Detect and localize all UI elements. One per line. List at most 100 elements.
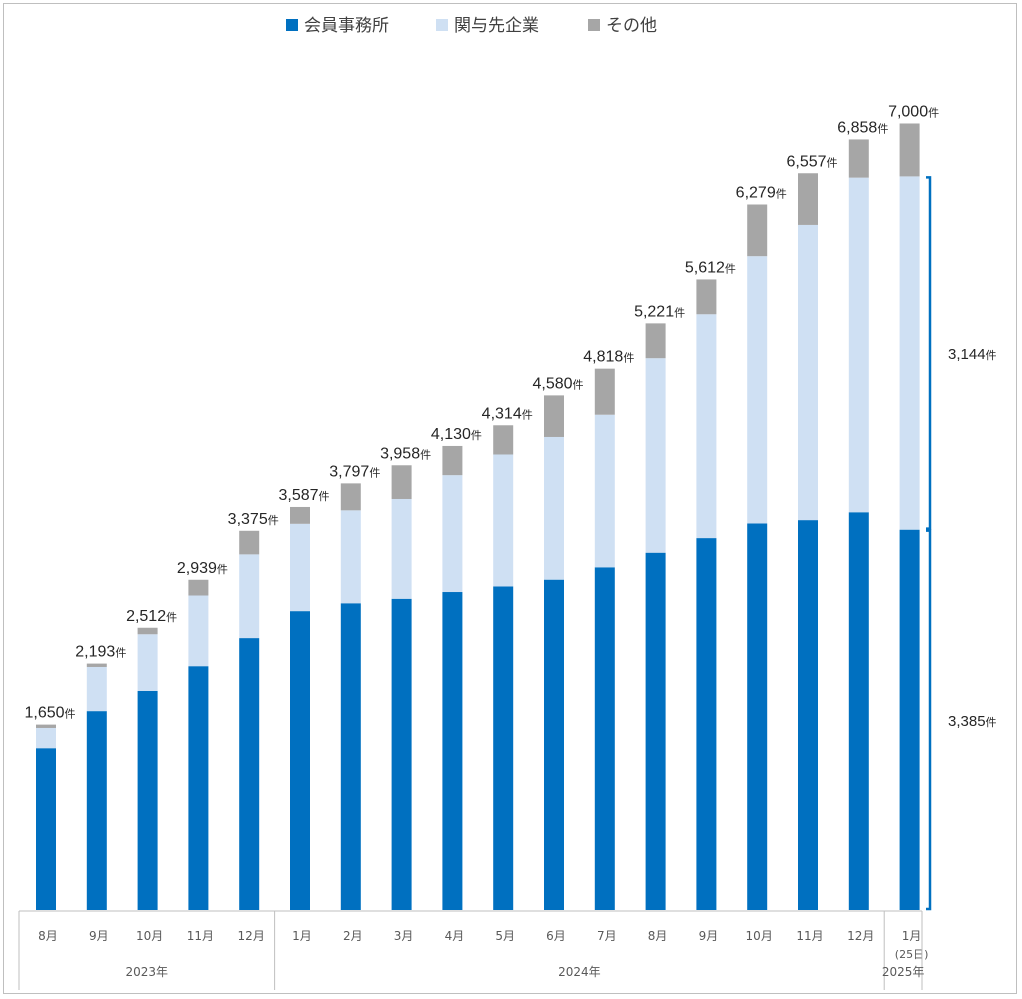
bar-segment bbox=[493, 586, 514, 910]
x-tick-label: 8月 bbox=[38, 929, 58, 943]
bar-segment bbox=[36, 724, 56, 728]
total-label: 3,797件 bbox=[329, 463, 380, 480]
total-label: 6,858件 bbox=[837, 119, 888, 136]
bar-segment bbox=[899, 529, 920, 910]
bar-segment bbox=[594, 567, 615, 910]
bracket-label: 3,144件 bbox=[948, 346, 997, 363]
bar-segment bbox=[290, 611, 310, 910]
total-label: 5,612件 bbox=[685, 259, 736, 276]
bar-segment bbox=[493, 454, 514, 587]
bar-segment bbox=[442, 445, 463, 476]
total-label: 6,557件 bbox=[786, 153, 837, 170]
legend-swatch bbox=[286, 19, 298, 31]
bar-segment bbox=[747, 204, 768, 257]
x-tick-label: 12月 bbox=[847, 929, 874, 943]
bar-segment bbox=[848, 139, 869, 178]
bar-segment bbox=[798, 520, 818, 910]
year-label: 2023年 bbox=[126, 965, 169, 979]
bar-segment bbox=[391, 465, 412, 499]
legend-swatch bbox=[588, 19, 600, 31]
bar-segment bbox=[391, 598, 412, 910]
x-tick-label: 6月 bbox=[546, 929, 566, 943]
x-tick-label: 11月 bbox=[187, 929, 214, 943]
bracket bbox=[926, 529, 932, 911]
bar-segment bbox=[493, 425, 514, 455]
bar-segment bbox=[86, 666, 107, 712]
bar-segment bbox=[899, 123, 920, 177]
legend-label: その他 bbox=[606, 16, 657, 36]
total-label: 5,221件 bbox=[634, 303, 685, 320]
bar-segment bbox=[340, 510, 361, 604]
total-label: 7,000件 bbox=[888, 103, 939, 120]
bar-segment bbox=[544, 436, 564, 580]
x-tick-label: 1月 bbox=[902, 929, 922, 943]
total-label: 2,512件 bbox=[126, 608, 177, 625]
x-tick-label: 10月 bbox=[136, 929, 163, 943]
bar-segment bbox=[747, 523, 768, 910]
bar-segment bbox=[391, 498, 412, 599]
x-tick-label: 8月 bbox=[648, 929, 668, 943]
bar-segment bbox=[848, 177, 869, 513]
bar-segment bbox=[645, 358, 666, 553]
x-tick-label: 12月 bbox=[238, 929, 265, 943]
bar-segment bbox=[798, 224, 818, 521]
bar-segment bbox=[594, 414, 615, 568]
bar-segment bbox=[798, 173, 818, 225]
bar-segment bbox=[86, 711, 107, 910]
x-tick-label: 9月 bbox=[89, 929, 109, 943]
year-label: 2025年 bbox=[882, 965, 925, 979]
bar-segment bbox=[188, 579, 209, 596]
bracket bbox=[926, 176, 932, 530]
x-tick-label: 9月 bbox=[699, 929, 719, 943]
total-label: 3,587件 bbox=[278, 487, 329, 504]
bar-segment bbox=[290, 506, 310, 524]
bar-segment bbox=[899, 176, 920, 530]
legend-swatch bbox=[436, 19, 448, 31]
total-label: 3,958件 bbox=[380, 445, 431, 462]
bar-segment bbox=[86, 663, 107, 667]
x-tick-note: (25日) bbox=[895, 948, 929, 961]
x-tick-label: 11月 bbox=[796, 929, 823, 943]
bar-segment bbox=[36, 727, 56, 749]
legend-label: 会員事務所 bbox=[304, 16, 389, 36]
bar-segment bbox=[848, 512, 869, 910]
x-tick-label: 5月 bbox=[495, 929, 515, 943]
total-label: 4,580件 bbox=[532, 375, 583, 392]
bar-segment bbox=[696, 279, 717, 315]
bar-segment bbox=[696, 538, 717, 910]
bar-segment bbox=[137, 690, 158, 910]
x-tick-label: 4月 bbox=[445, 929, 465, 943]
bar-segment bbox=[239, 530, 260, 555]
x-tick-label: 2月 bbox=[343, 929, 363, 943]
bar-segment bbox=[645, 323, 666, 359]
x-tick-label: 7月 bbox=[597, 929, 617, 943]
total-label: 4,314件 bbox=[482, 405, 533, 422]
legend-label: 関与先企業 bbox=[454, 16, 539, 36]
bar-segment bbox=[188, 666, 209, 910]
total-label: 6,279件 bbox=[736, 184, 787, 201]
bar-segment bbox=[442, 475, 463, 593]
bar-segment bbox=[594, 368, 615, 415]
total-label: 2,939件 bbox=[177, 560, 228, 577]
total-label: 3,375件 bbox=[228, 511, 279, 528]
x-tick-label: 3月 bbox=[394, 929, 414, 943]
bracket-label: 3,385件 bbox=[948, 713, 997, 730]
total-label: 1,650件 bbox=[24, 705, 75, 722]
bar-segment bbox=[340, 603, 361, 910]
total-label: 2,193件 bbox=[75, 644, 126, 661]
bar-segment bbox=[137, 627, 158, 635]
bar-segment bbox=[36, 748, 56, 910]
bar-segment bbox=[290, 523, 310, 612]
bar-segment bbox=[239, 638, 260, 910]
year-label: 2024年 bbox=[558, 965, 601, 979]
bar-segment bbox=[442, 592, 463, 910]
bar-segment bbox=[188, 595, 209, 667]
bar-segment bbox=[747, 256, 768, 524]
total-label: 4,818件 bbox=[583, 349, 634, 366]
bar-segment bbox=[696, 314, 717, 539]
bar-segment bbox=[239, 554, 260, 639]
x-tick-label: 1月 bbox=[292, 929, 312, 943]
bar-segment bbox=[645, 552, 666, 910]
total-label: 4,130件 bbox=[431, 426, 482, 443]
